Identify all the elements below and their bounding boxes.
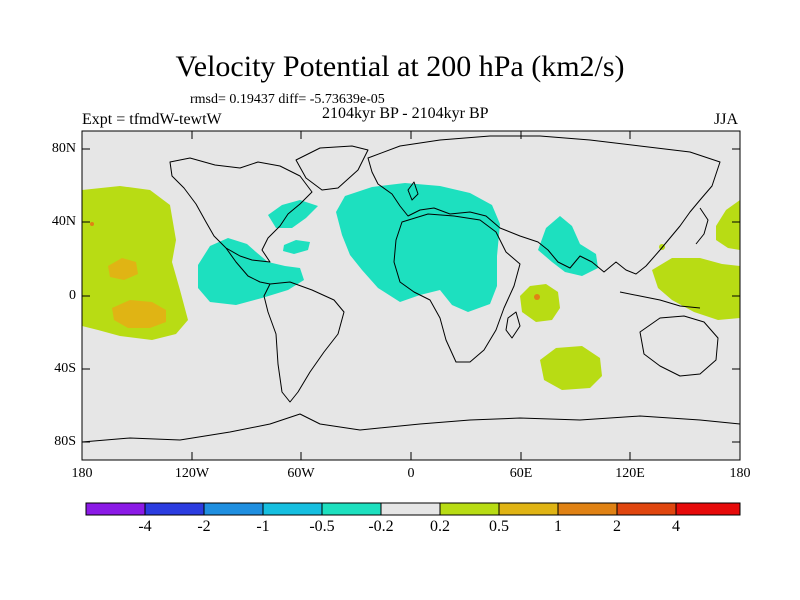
region-negative-europe-africa xyxy=(336,183,500,312)
plot-title: Velocity Potential at 200 hPa (km2/s) xyxy=(175,50,625,83)
region-positive-northwest-pacific xyxy=(716,200,740,250)
y-tick-label: 0 xyxy=(69,288,76,303)
axis-ticks xyxy=(81,131,741,460)
coast-south-america xyxy=(263,281,345,403)
region-core-north xyxy=(108,258,138,280)
colorbar-box-7 xyxy=(498,502,559,516)
x-tick-label: 60W xyxy=(287,466,315,481)
colorbar-box-10 xyxy=(675,502,741,516)
period-label: 2104kyr BP - 2104kyr BP xyxy=(322,105,489,122)
region-strong-point-pacific xyxy=(90,222,94,226)
colorbar-box-6 xyxy=(439,502,500,516)
region-positive-west-indian-ocean xyxy=(520,284,560,322)
colorbar-label: 1 xyxy=(554,518,562,535)
region-negative-north-atlantic xyxy=(268,200,318,228)
region-positive-south-indian-ocean xyxy=(540,346,602,390)
colorbar-label: -2 xyxy=(197,518,211,535)
coast-uk xyxy=(407,181,419,201)
colorbar-label: 0.5 xyxy=(489,518,509,535)
colorbar-label: 0.2 xyxy=(430,518,450,535)
y-tick-label: 40N xyxy=(51,214,76,229)
colorbar-label: -4 xyxy=(138,518,152,535)
x-tick-label: 120W xyxy=(174,466,210,481)
colorbar-label: 2 xyxy=(613,518,621,535)
y-tick-label: 40S xyxy=(54,361,76,376)
colorbar-box-2 xyxy=(203,502,264,516)
coast-central-america xyxy=(225,247,271,285)
colorbar-label: -0.5 xyxy=(309,518,335,535)
colorbar-box-3 xyxy=(262,502,323,516)
colorbar-box-8 xyxy=(557,502,618,516)
x-tick-label: 180 xyxy=(71,466,93,481)
coast-japan xyxy=(695,207,709,245)
coast-madagascar xyxy=(505,311,521,339)
coast-australia xyxy=(639,315,719,377)
coastlines xyxy=(81,135,741,443)
coast-north-america xyxy=(169,157,313,263)
y-tick-label: 80N xyxy=(51,141,76,156)
region-negative-small-atlantic xyxy=(283,240,310,254)
region-negative-india xyxy=(538,216,598,276)
stats-text: rmsd= 0.19437 diff= -5.73639e-05 xyxy=(190,92,385,107)
shaded-regions xyxy=(82,183,740,390)
colorbar-box-5 xyxy=(380,502,441,516)
colorbar-label: 4 xyxy=(672,518,680,535)
region-negative-caribbean xyxy=(198,238,304,305)
x-tick-label: 180 xyxy=(729,466,751,481)
y-tick-label: 80S xyxy=(54,434,76,449)
colorbar-box-4 xyxy=(321,502,382,516)
colorbar-box-1 xyxy=(144,502,205,516)
x-tick-label: 120E xyxy=(615,466,645,481)
colorbar-box-0 xyxy=(85,502,146,516)
colorbar xyxy=(85,502,741,516)
colorbar-label: -1 xyxy=(256,518,270,535)
coast-greenland xyxy=(295,145,369,191)
coast-antarctica xyxy=(81,413,741,443)
coast-indonesia xyxy=(619,291,701,309)
region-strong-point xyxy=(534,294,540,300)
coast-eurasia xyxy=(367,135,721,275)
colorbar-box-9 xyxy=(616,502,677,516)
season-label: JJA xyxy=(714,111,739,128)
coast-africa xyxy=(393,213,521,363)
x-tick-label: 60E xyxy=(509,466,533,481)
region-positive-west-pacific xyxy=(652,258,740,320)
colorbar-label: -0.2 xyxy=(368,518,394,535)
x-tick-label: 0 xyxy=(407,466,415,481)
region-core-south xyxy=(112,300,166,328)
experiment-label: Expt = tfmdW-tewtW xyxy=(82,111,222,128)
